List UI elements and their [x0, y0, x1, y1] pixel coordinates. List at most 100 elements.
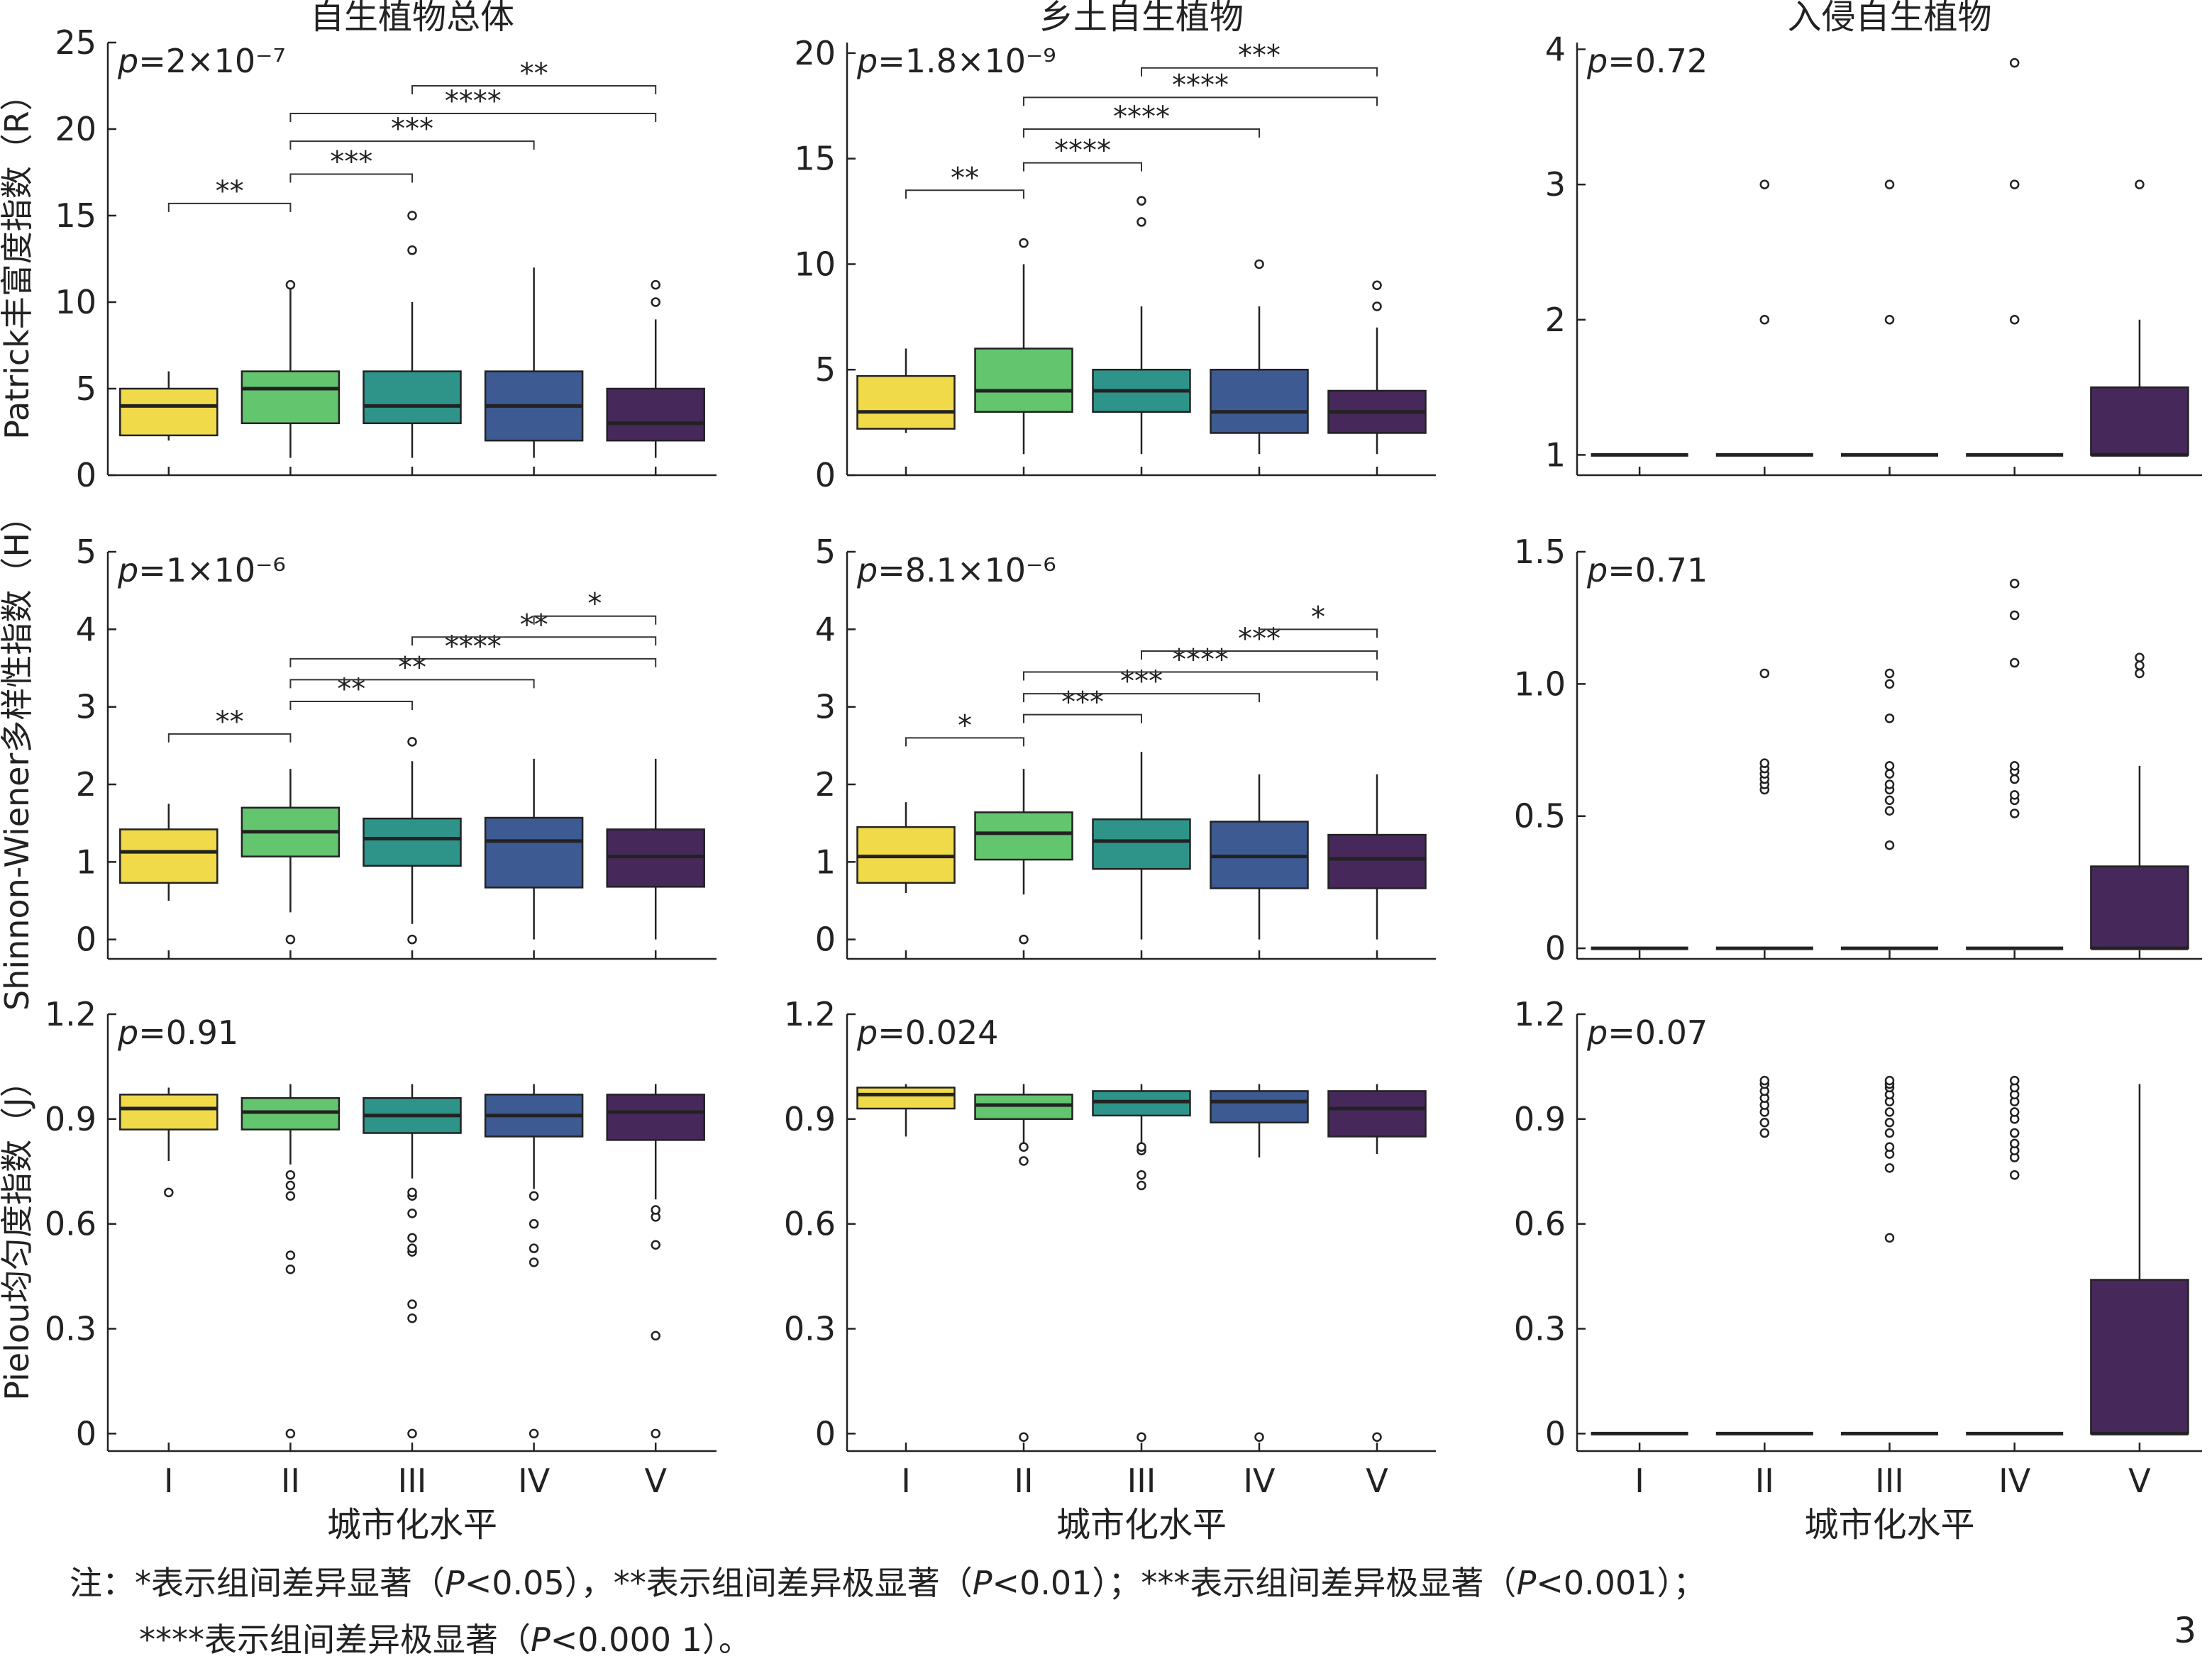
outlier-point [1019, 1432, 1029, 1443]
y-tick-label: 20 [55, 110, 96, 148]
y-tick-label: 0.9 [1514, 1100, 1566, 1138]
y-tick-label: 0 [815, 1414, 836, 1452]
outlier-point [1884, 179, 1895, 189]
outlier-point [285, 279, 296, 290]
outlier-point [1884, 1075, 1895, 1086]
outlier-point [651, 1428, 660, 1439]
box-I [856, 1087, 956, 1110]
significance-label: **** [1113, 101, 1170, 133]
x-tick-label: I [901, 1462, 911, 1500]
outlier-point [1759, 179, 1770, 189]
x-tick-label: V [2128, 1462, 2151, 1500]
outlier-point [285, 1191, 296, 1201]
panel-1-3: 1 2 3 4 p=0.72 [1545, 30, 2202, 477]
box-V [606, 387, 705, 442]
box-I [119, 828, 219, 884]
box-V [2090, 1279, 2189, 1435]
panel-3-2: 00.30.60.91.2I II III IV Vp=0.024 [784, 995, 1436, 1500]
significance-label: ** [337, 673, 365, 706]
significance-label: ** [520, 609, 548, 641]
outlier-point [651, 1331, 660, 1341]
x-tick-label: III [1875, 1462, 1904, 1500]
outlier-point [2009, 761, 2020, 771]
y-tick-label: 0 [76, 456, 96, 494]
outlier-point [1759, 1118, 1770, 1128]
p-value-label: p=8.1×10⁻⁶ [856, 551, 1056, 589]
outlier-point [1884, 315, 1895, 325]
y-tick-label: 0.6 [784, 1205, 836, 1243]
box-III [363, 817, 462, 867]
box-V [2090, 386, 2189, 456]
box-V [1327, 833, 1427, 889]
x-tick-label: III [398, 1462, 427, 1500]
outlier-point [2009, 315, 2020, 325]
outlier-point [1884, 1163, 1895, 1173]
outlier-point [529, 1243, 539, 1253]
significance-label: ** [398, 651, 426, 684]
note-line1-mid1: <0.05），**表示组间差异极显著（ [464, 1564, 973, 1602]
x-axis-label: 城市化水平 [1804, 1505, 1974, 1545]
y-tick-label: 0 [815, 456, 836, 494]
x-tick-label: I [1635, 1462, 1644, 1500]
outlier-point [651, 1205, 660, 1215]
outlier-point [1884, 1118, 1895, 1128]
significance-bracket [1023, 128, 1260, 138]
y-tick-label: 0 [76, 921, 96, 959]
outlier-point [285, 1170, 296, 1180]
x-tick-label: IV [1998, 1462, 2031, 1500]
outlier-point [2009, 179, 2020, 189]
outlier-point [1019, 238, 1029, 248]
y-tick-label: 4 [1545, 30, 1566, 69]
significance-bracket [289, 701, 413, 711]
y-tick-label: 0.3 [784, 1310, 836, 1348]
significance-bracket [1259, 628, 1378, 638]
significance-bracket [1023, 96, 1378, 106]
x-tick-label: V [1366, 1462, 1388, 1500]
significance-bracket [167, 202, 292, 212]
y-tick-label: 1 [1545, 435, 1566, 474]
outlier-point [407, 1209, 417, 1218]
outlier-point [2009, 610, 2020, 621]
y-tick-label: 5 [76, 533, 96, 571]
outlier-point [407, 211, 417, 221]
y-tick-label: 5 [815, 350, 836, 389]
outlier-point [1254, 259, 1264, 270]
footnote-line-1: 注：*表示组间差异显著（P<0.05），**表示组间差异极显著（P<0.01）；… [70, 1557, 1705, 1604]
box-II [974, 348, 1073, 413]
outlier-point [2009, 1138, 2020, 1149]
x-axis-label: 城市化水平 [327, 1505, 497, 1545]
y-tick-label: 0 [76, 1414, 96, 1452]
box-IV [484, 816, 584, 889]
significance-label: ** [520, 57, 548, 90]
y-tick-label: 10 [794, 245, 836, 283]
x-tick-label: III [1127, 1462, 1156, 1500]
outlier-point [285, 1264, 296, 1274]
outlier-point [285, 1428, 296, 1439]
significance-bracket [289, 140, 535, 150]
significance-bracket [905, 189, 1024, 199]
outlier-point [1137, 1180, 1146, 1191]
p-value-label: p=2×10⁻⁷ [117, 42, 286, 80]
outlier-point [1884, 840, 1895, 850]
significance-label: *** [1061, 687, 1104, 719]
p-value-label: p=0.91 [117, 1013, 238, 1052]
row-y-axis-label: Pielou均匀度指数（J） [0, 1065, 36, 1400]
significance-label: * [1311, 601, 1325, 633]
significance-bracket [1023, 713, 1142, 723]
y-tick-label: 0 [1545, 929, 1566, 967]
y-tick-label: 0 [815, 921, 836, 959]
note-line1-mid2: <0.01）；***表示组间差异极显著（ [992, 1564, 1517, 1602]
outlier-point [1137, 1170, 1146, 1180]
box-III [363, 370, 462, 425]
y-tick-label: 1.2 [45, 995, 96, 1033]
p-value-label: p=1.8×10⁻⁹ [856, 42, 1056, 80]
y-tick-label: 2 [815, 765, 836, 804]
significance-label: ** [216, 706, 244, 738]
x-tick-label: II [281, 1462, 300, 1500]
outlier-point [1372, 301, 1382, 311]
y-tick-label: 2 [76, 765, 96, 804]
outlier-point [285, 934, 296, 945]
x-tick-label: IV [518, 1462, 551, 1500]
